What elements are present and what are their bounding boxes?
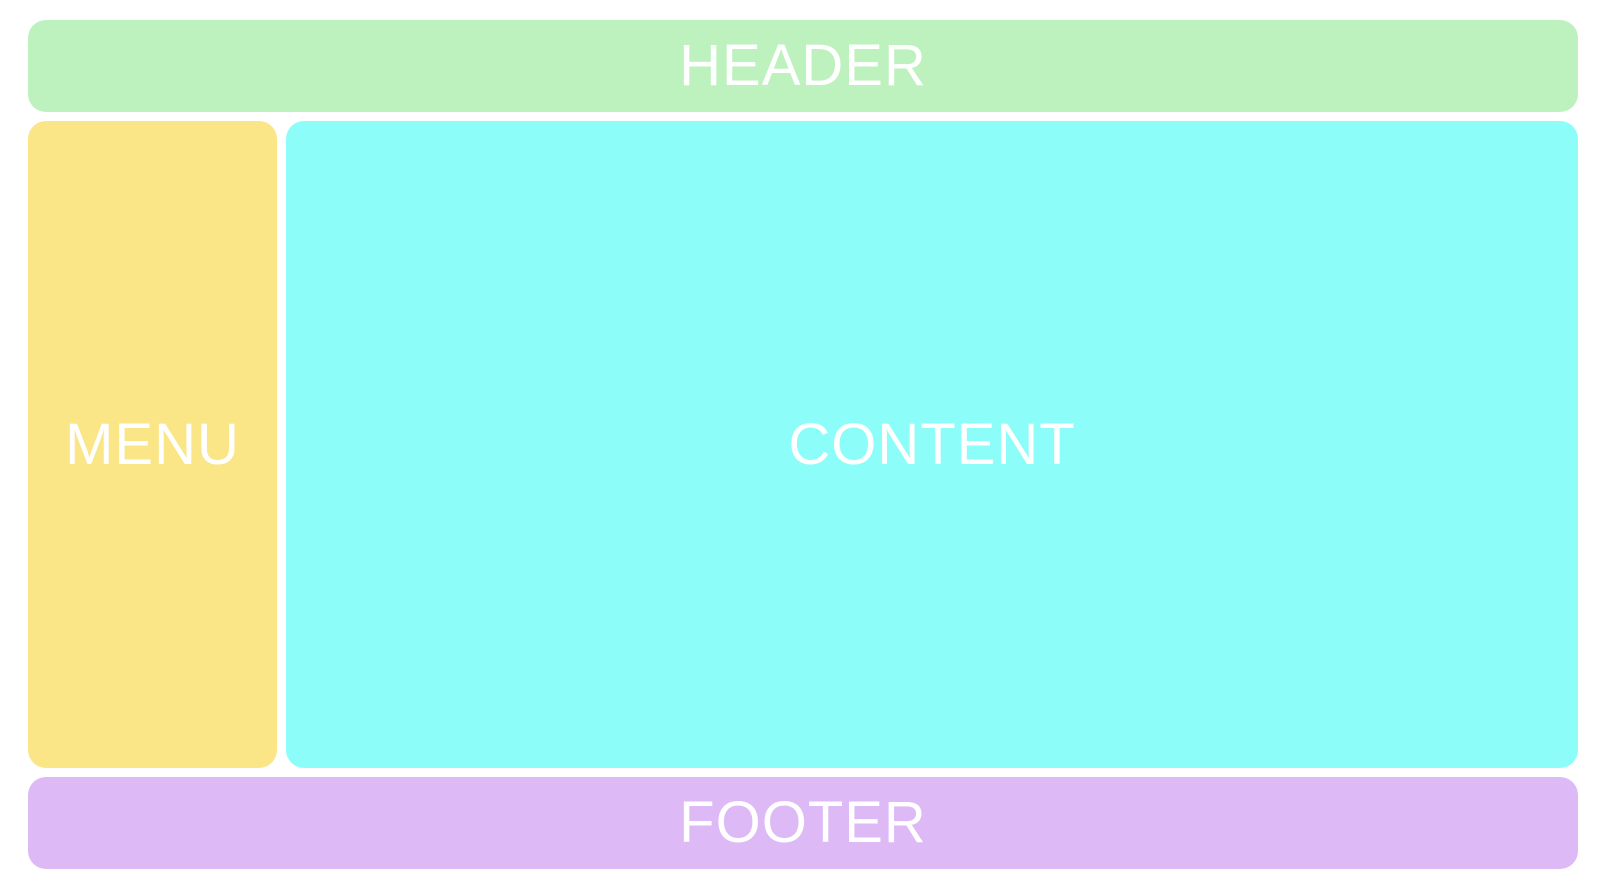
footer-region: FOOTER xyxy=(28,777,1578,869)
header-region: HEADER xyxy=(28,20,1578,112)
menu-region: MENU xyxy=(28,121,277,768)
footer-label: FOOTER xyxy=(679,790,927,855)
menu-label: MENU xyxy=(65,411,240,477)
content-region: CONTENT xyxy=(286,121,1578,768)
content-label: CONTENT xyxy=(788,411,1076,477)
header-label: HEADER xyxy=(679,33,927,98)
